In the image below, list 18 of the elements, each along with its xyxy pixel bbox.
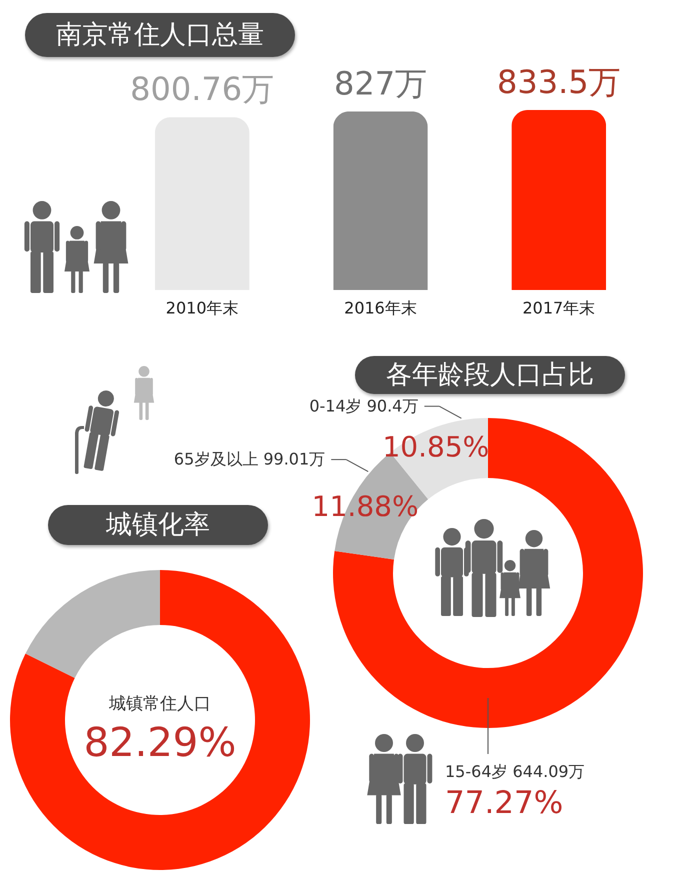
slice-label: 15-64岁 644.09万 — [445, 762, 585, 781]
slice-label: 65岁及以上 99.01万 — [174, 450, 326, 469]
data-label: 800.76万 — [130, 70, 274, 108]
x-tick-label: 2017年末 — [522, 298, 596, 318]
donut-slice — [10, 570, 310, 870]
data-label: 827万 — [334, 64, 428, 102]
data-label: 10.85% — [382, 430, 490, 464]
chart-title: 南京常住人口总量 — [56, 20, 264, 50]
x-tick-label: 2010年末 — [166, 298, 239, 318]
chart-title: 各年龄段人口占比 — [386, 360, 594, 390]
data-label: 833.5万 — [497, 63, 621, 101]
donut-slice — [25, 570, 160, 678]
chart-title: 城镇化率 — [106, 510, 210, 540]
data-label: 82.29% — [84, 720, 236, 766]
data-label: 77.27% — [445, 785, 564, 821]
slice-label: 城镇常住人口 — [108, 694, 211, 714]
slice-label: 0-14岁 90.4万 — [309, 396, 418, 416]
x-tick-label: 2016年末 — [344, 298, 417, 318]
